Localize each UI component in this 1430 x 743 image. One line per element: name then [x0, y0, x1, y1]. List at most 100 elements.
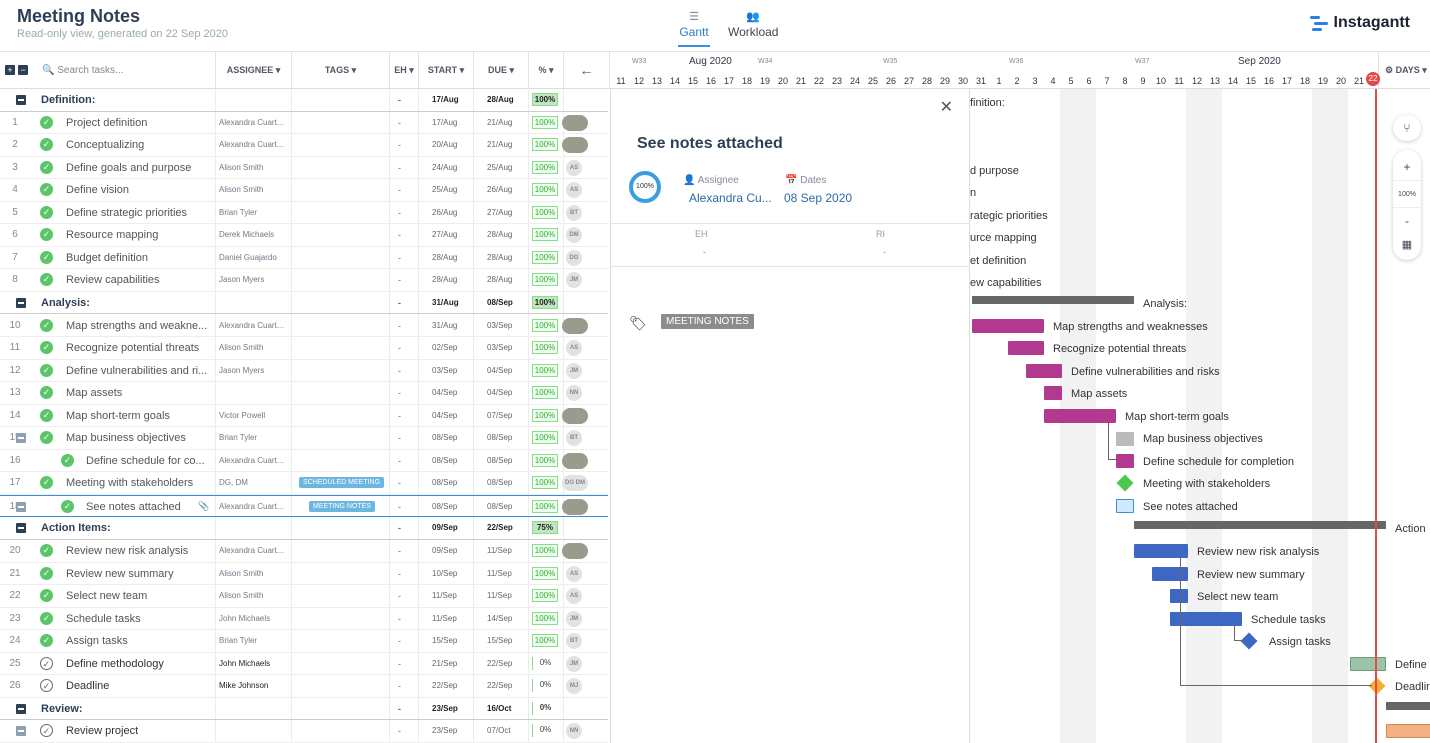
task-name[interactable]: Define vision — [66, 184, 129, 197]
task-name[interactable]: Map business objectives — [66, 432, 186, 445]
task-bar[interactable] — [1152, 566, 1188, 581]
task-name[interactable]: Project definition — [66, 116, 148, 129]
task-row[interactable]: 24 ✓ Assign tasks Brian Tyler - 15/Sep 15/Sep 1… — [0, 630, 608, 653]
task-row[interactable]: 3 ✓ Define goals and purpose Alison Smith - 2… — [0, 157, 608, 180]
task-row[interactable]: 18 ✓ See notes attached 📎 Alexandra Cuart...… — [0, 494, 608, 518]
panel-tag[interactable]: MEETING NOTES — [661, 314, 754, 329]
task-name[interactable]: Deadline — [66, 680, 110, 693]
task-bar[interactable] — [1170, 589, 1188, 604]
dates-value[interactable]: 08 Sep 2020 — [784, 191, 853, 205]
task-row[interactable]: 7 ✓ Budget definition Daniel Guajardo - 28/Au… — [0, 247, 608, 270]
group-row[interactable]: Definition: - 17/Aug 28/Aug 100% — [0, 89, 608, 112]
check-icon[interactable]: ✓ — [40, 183, 53, 197]
task-row[interactable]: 6 ✓ Resource mapping Derek Michaels - 27/Aug 2… — [0, 224, 608, 247]
tag-badge[interactable]: SCHEDULED MEETING — [299, 477, 385, 489]
check-icon[interactable]: ✓ — [40, 476, 53, 490]
assignee-value[interactable]: Alexandra Cu... — [689, 191, 772, 205]
task-name[interactable]: Review new risk analysis — [66, 545, 189, 557]
milestone-diamond[interactable] — [1116, 474, 1134, 492]
collapse-icon[interactable] — [16, 523, 26, 534]
collapse-icon[interactable] — [16, 501, 26, 512]
tab-workload[interactable]: 👥 Workload — [728, 10, 778, 39]
task-bar[interactable] — [1008, 341, 1044, 356]
check-icon[interactable]: ✓ — [40, 679, 53, 693]
group-bar[interactable] — [1134, 521, 1386, 530]
task-name[interactable]: Resource mapping — [66, 229, 159, 242]
task-row[interactable]: 26 ✓ Deadline Mike Johnson - 22/Sep 22/Sep 0% MJ — [0, 675, 608, 698]
close-icon[interactable]: ✕ — [939, 99, 953, 116]
map-icon[interactable]: ▦ — [1401, 239, 1413, 251]
check-icon[interactable]: ✓ — [40, 656, 53, 670]
task-name[interactable]: Assign tasks — [66, 635, 128, 648]
task-name[interactable]: Meeting with stakeholders — [66, 477, 194, 490]
column-percent[interactable]: % ▾ — [529, 52, 564, 89]
check-icon[interactable]: ✓ — [40, 228, 53, 242]
column-eh[interactable]: EH ▾ — [390, 52, 419, 89]
expand-all-icon[interactable]: + — [5, 65, 15, 75]
task-name[interactable]: Recognize potential threats — [66, 342, 200, 355]
task-row[interactable]: 4 ✓ Define vision Alison Smith - 25/Aug 26/Aug… — [0, 179, 608, 202]
task-row[interactable]: 14 ✓ Map short-term goals Victor Powell - 04/… — [0, 405, 608, 428]
task-bar[interactable] — [1170, 611, 1242, 626]
column-assignee[interactable]: ASSIGNEE ▾ — [216, 52, 292, 89]
task-name[interactable]: Definition: — [41, 94, 96, 106]
collapse-icon[interactable] — [16, 297, 26, 308]
task-row[interactable]: 15 ✓ Map business objectives Brian Tyler - 08… — [0, 427, 608, 450]
tab-gantt[interactable]: ☰ Gantt — [678, 10, 710, 47]
task-bar[interactable] — [1116, 498, 1134, 513]
attachment-icon[interactable]: 📎 — [198, 500, 210, 511]
task-name[interactable]: Review: — [41, 702, 83, 715]
task-row[interactable]: 2 ✓ Conceptualizing Alexandra Cuart... - 20/A… — [0, 134, 608, 157]
scale-selector[interactable]: ⚙ DAYS ▾ — [1378, 52, 1430, 89]
collapse-icon[interactable] — [16, 95, 26, 105]
task-row[interactable]: 11 ✓ Recognize potential threats Alison Smi… — [0, 337, 608, 360]
task-bar[interactable] — [972, 318, 1044, 333]
task-name[interactable]: Define goals and purpose — [66, 161, 192, 174]
task-row[interactable]: 12 ✓ Define vulnerabilities and ri... Jason… — [0, 360, 608, 383]
task-row[interactable]: 25 ✓ Define methodology John Michaels - 21/Se… — [0, 653, 608, 676]
task-name[interactable]: Define strategic priorities — [66, 206, 188, 219]
task-row[interactable]: 13 ✓ Map assets - 04/Sep 04/Sep 100% NN — [0, 382, 608, 405]
task-name[interactable]: Map short-term goals — [66, 409, 170, 422]
check-icon[interactable]: ✓ — [40, 341, 53, 355]
group-row[interactable]: Analysis: - 31/Aug 08/Sep 100% — [0, 292, 608, 315]
task-name[interactable]: Select new team — [66, 590, 148, 603]
task-bar[interactable] — [1044, 386, 1062, 401]
group-bar[interactable] — [1386, 701, 1430, 710]
task-name[interactable]: Map assets — [66, 387, 123, 400]
search-input[interactable]: 🔍 Search tasks... — [36, 52, 216, 89]
task-bar[interactable] — [1044, 408, 1116, 423]
zoom-in-icon[interactable]: + — [1403, 160, 1411, 174]
task-name[interactable]: See notes attached — [86, 500, 181, 513]
task-name[interactable]: Define vulnerabilities and ri... — [66, 364, 208, 377]
check-icon[interactable]: ✓ — [40, 273, 53, 287]
collapse-icon[interactable] — [16, 703, 26, 714]
check-icon[interactable]: ✓ — [40, 724, 53, 738]
collapse-grid-icon[interactable]: ← — [564, 52, 610, 89]
task-row[interactable]: 23 ✓ Schedule tasks John Michaels - 11/Sep 14/… — [0, 608, 608, 631]
task-row[interactable]: 10 ✓ Map strengths and weakne... Alexandra … — [0, 315, 608, 337]
check-icon[interactable]: ✓ — [40, 386, 53, 400]
check-icon[interactable]: ✓ — [61, 499, 74, 513]
collapse-all-icon[interactable]: − — [18, 65, 28, 75]
check-icon[interactable]: ✓ — [40, 160, 53, 174]
group-bar[interactable] — [972, 295, 1134, 304]
check-icon[interactable]: ✓ — [40, 566, 53, 580]
task-bar[interactable] — [1134, 544, 1188, 558]
task-bar[interactable] — [1116, 453, 1134, 468]
check-icon[interactable]: ✓ — [40, 589, 53, 603]
check-icon[interactable]: ✓ — [40, 363, 53, 377]
task-name[interactable]: Budget definition — [66, 251, 148, 264]
check-icon[interactable]: ✓ — [40, 250, 53, 264]
task-name[interactable]: Define methodology — [66, 657, 164, 670]
task-name[interactable]: Review new summary — [66, 567, 174, 580]
task-bar[interactable] — [1026, 363, 1062, 378]
check-icon[interactable]: ✓ — [40, 408, 53, 422]
task-bar[interactable] — [1386, 724, 1430, 739]
task-name[interactable]: Define schedule for co... — [86, 454, 205, 467]
check-icon[interactable]: ✓ — [61, 453, 74, 467]
task-bar[interactable] — [1116, 432, 1134, 447]
task-row[interactable]: 8 ✓ Review capabilities Jason Myers - 28/Aug 2… — [0, 269, 608, 292]
task-name[interactable]: Conceptualizing — [66, 139, 145, 152]
tag-badge[interactable]: MEETING NOTES — [309, 500, 375, 512]
